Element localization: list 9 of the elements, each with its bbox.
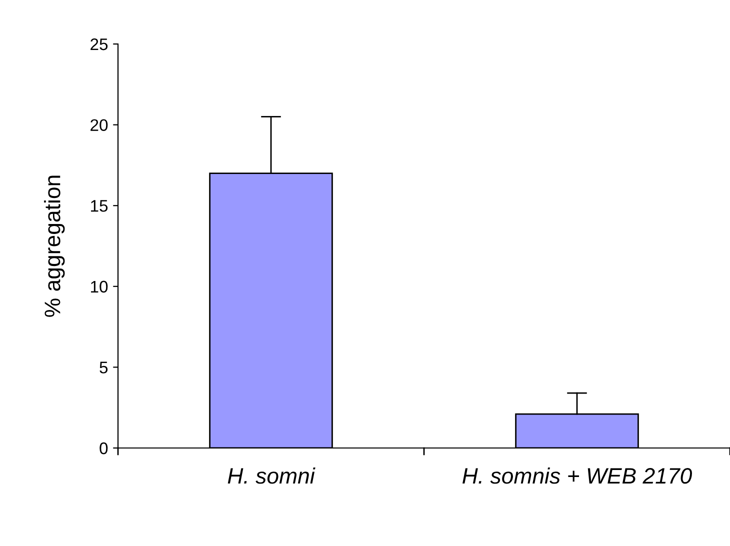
y-tick-label: 0 (100, 442, 108, 454)
x-tick-label: H. somni (228, 467, 316, 484)
y-axis-title: % aggregation (44, 176, 65, 317)
y-tick-label: 10 (91, 280, 108, 293)
y-tick-label: 5 (100, 362, 108, 374)
y-tick-label: 20 (90, 119, 108, 132)
y-tick-label: 25 (90, 38, 108, 50)
y-tick-label: 15 (91, 200, 108, 212)
x-tick-label: H. somnis + WEB 2170 (462, 467, 692, 484)
